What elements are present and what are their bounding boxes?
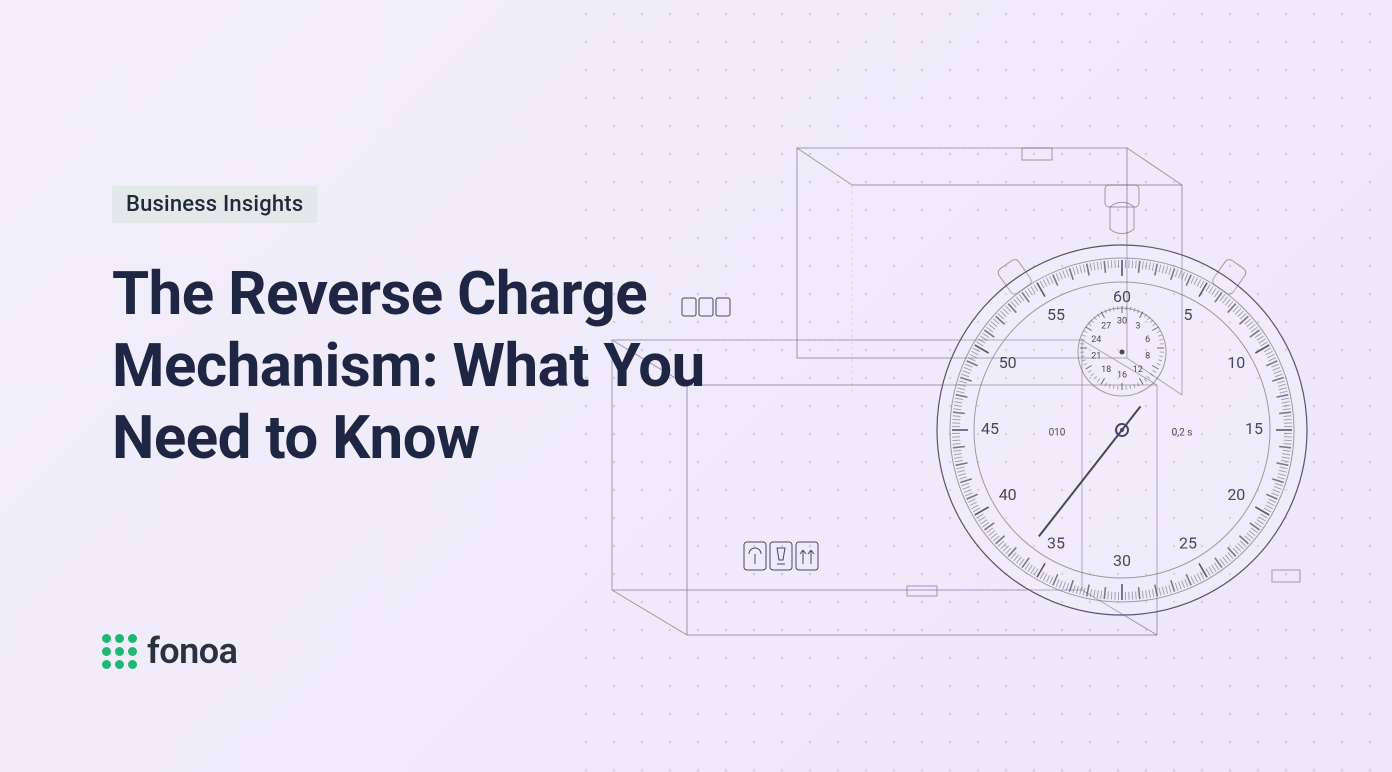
brand-logo-text: fonoa <box>147 630 238 672</box>
page-title: The Reverse Charge Mechanism: What You N… <box>112 258 832 474</box>
category-badge: Business Insights <box>112 186 317 223</box>
brand-logo-icon <box>102 634 137 669</box>
brand-logo: fonoa <box>102 630 238 672</box>
category-badge-label: Business Insights <box>126 192 303 217</box>
